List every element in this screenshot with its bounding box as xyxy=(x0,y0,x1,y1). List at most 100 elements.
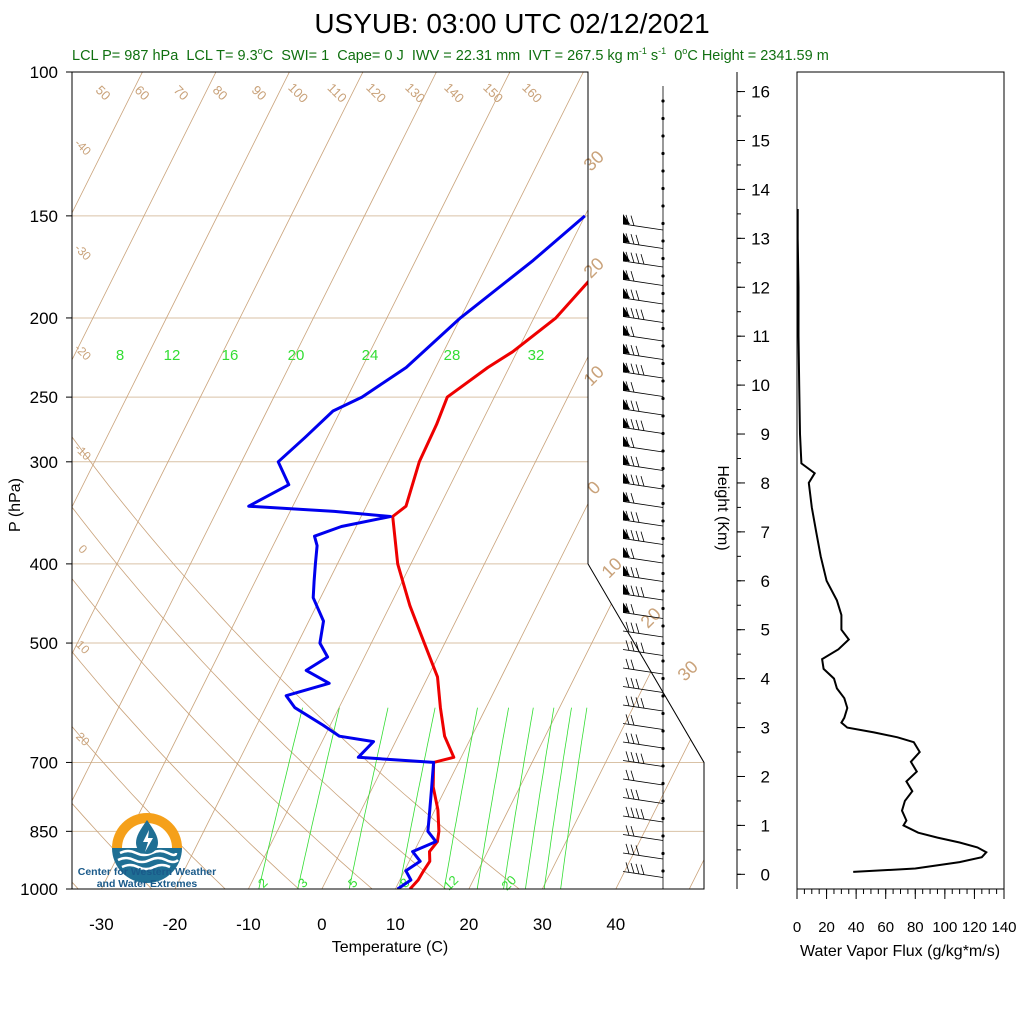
barb-station-dot xyxy=(661,816,665,821)
dry-adiabat-line xyxy=(72,72,468,889)
height-tick-label: 5 xyxy=(761,621,770,640)
wind-barb-tick xyxy=(625,695,630,707)
wind-barb-tick xyxy=(630,326,635,337)
swi-value: SWI= 1 xyxy=(281,47,330,64)
wind-barb-tick xyxy=(630,752,635,763)
pressure-tick-label: 400 xyxy=(30,555,58,574)
wind-barb-tick xyxy=(640,809,645,820)
dry-adiabat-label: 110 xyxy=(325,80,350,105)
barb-station-dot xyxy=(661,834,665,838)
skewt-border xyxy=(71,71,705,890)
temperature-tick-label: 10 xyxy=(386,915,405,934)
wind-barb-tick xyxy=(640,476,645,487)
barb-station-dot xyxy=(661,554,665,558)
wind-barb-staff xyxy=(622,760,664,767)
mixing-ratio-line xyxy=(476,707,509,889)
wind-barb-tick xyxy=(635,419,640,431)
wind-barb-tick xyxy=(630,363,635,374)
freezing-level-height: C Height = 2341.59 m xyxy=(687,47,829,64)
wind-barb-tick xyxy=(625,825,630,836)
wind-barb-tick xyxy=(630,789,635,800)
wind-barb-tick xyxy=(630,807,635,818)
wind-barb-tick xyxy=(625,751,630,762)
logo-caption-line2: and Water Extremes xyxy=(96,878,198,890)
barb-station-dot xyxy=(661,729,665,733)
isotherm-line xyxy=(72,72,290,889)
temperature-tick-label: 40 xyxy=(606,915,625,934)
isotherm-line xyxy=(615,72,704,889)
wind-barb-staff xyxy=(622,482,664,490)
wind-barb-staff xyxy=(622,445,664,453)
dry-adiabat-label: 70 xyxy=(171,82,192,103)
pressure-tick-label: 300 xyxy=(30,453,58,472)
pressure-axis-label: P (hPa) xyxy=(7,478,24,532)
barb-station-dot xyxy=(661,484,665,488)
wind-barb-staff xyxy=(622,316,664,323)
barb-station-dot xyxy=(661,589,665,593)
wind-barb-tick xyxy=(630,659,635,670)
wind-barb-tick xyxy=(630,382,635,393)
isotherm-line xyxy=(174,72,584,889)
wind-barb-tick xyxy=(640,531,645,542)
wind-barb-tick xyxy=(625,214,630,226)
isotherm-label-left: -30 xyxy=(72,241,94,263)
barb-station-dot xyxy=(661,676,665,681)
pressure-tick-label: 200 xyxy=(30,309,58,328)
wind-barb-tick xyxy=(625,677,630,688)
height-tick-label: 16 xyxy=(751,83,770,102)
height-tick-label: 11 xyxy=(752,327,770,346)
wind-barb-staff xyxy=(622,501,664,508)
wind-barb-staff xyxy=(622,704,664,712)
height-tick-label: 2 xyxy=(761,767,770,786)
temperature-tick-label: -30 xyxy=(89,915,114,934)
isotherm-label-left: -40 xyxy=(72,136,94,158)
temperature-tick-label: 30 xyxy=(533,915,552,934)
wind-barb-staff xyxy=(622,649,664,656)
height-tick-label: 1 xyxy=(761,816,770,835)
isotherm-line xyxy=(72,72,217,889)
wind-barb-tick xyxy=(635,345,640,357)
logo-caption: Center for Western Weather and Water Ext… xyxy=(66,866,228,890)
barb-station-dot xyxy=(661,291,665,296)
wind-barb-staff xyxy=(622,630,664,638)
mixing-ratio-label: 16 xyxy=(222,347,239,364)
isotherm-label-right: 10 xyxy=(598,554,626,582)
height-axis-label: Height (Km) xyxy=(714,465,731,550)
wind-barb-tick xyxy=(625,233,630,244)
wind-barb-tick xyxy=(630,419,635,430)
cw3e-logo xyxy=(112,813,182,883)
isotherm-line xyxy=(468,72,704,889)
wind-barb-tick xyxy=(635,290,640,301)
wind-barb-tick xyxy=(635,364,640,375)
wind-barb-staff xyxy=(622,556,664,564)
wind-barb-tick xyxy=(625,843,630,855)
height-tick-label: 7 xyxy=(761,523,770,542)
barb-station-dot xyxy=(661,851,665,856)
wind-barb-tick xyxy=(630,641,635,652)
isotherm-label-left: 10 xyxy=(73,637,93,657)
barb-station-dot xyxy=(661,186,665,191)
wind-barb-tick xyxy=(640,309,645,320)
wind-barb-tick xyxy=(630,567,635,578)
flux-tick-label: 60 xyxy=(877,919,894,936)
wind-barb-tick xyxy=(625,510,630,522)
dry-adiabat-line xyxy=(72,72,393,889)
height-tick-label: 4 xyxy=(761,670,770,689)
wind-barb-staff xyxy=(622,223,664,231)
flux-tick-label: 100 xyxy=(932,919,957,936)
iwv-value: IWV = 22.31 mm xyxy=(411,47,521,64)
mixing-ratio-line xyxy=(443,707,478,889)
wind-barb-staff xyxy=(622,575,664,582)
wind-barb-tick xyxy=(630,733,635,744)
mixing-ratio-line xyxy=(348,707,389,889)
flux-tick-label: 120 xyxy=(962,919,987,936)
wind-barb-tick xyxy=(630,215,635,226)
barb-station-dot xyxy=(661,116,665,121)
temperature-tick-label: -20 xyxy=(163,915,188,934)
wind-barb-tick xyxy=(640,753,645,764)
isotherm-label-left: 0 xyxy=(76,542,91,557)
dry-adiabat-line xyxy=(72,72,244,889)
barb-station-dot xyxy=(661,151,665,156)
